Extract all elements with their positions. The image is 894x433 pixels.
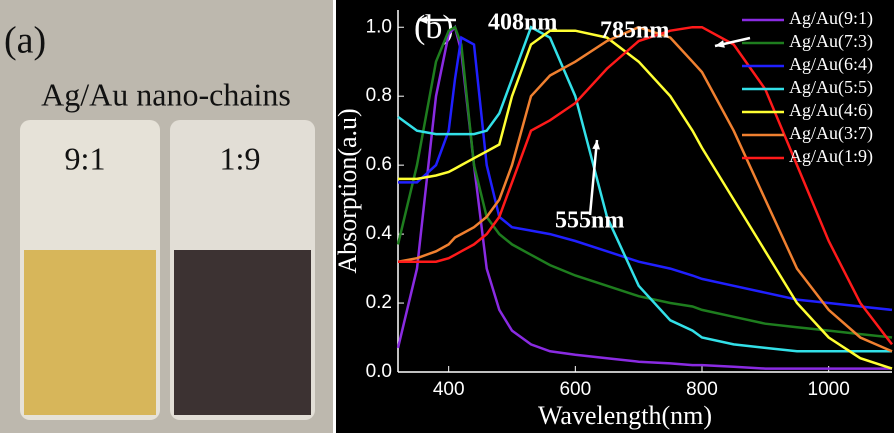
y-tick-label: 0.2 <box>366 292 392 313</box>
sample-label: 1:9 <box>220 140 261 176</box>
legend-label: Ag/Au(6:4) <box>789 54 873 75</box>
x-tick-label: 600 <box>559 379 591 400</box>
legend-label: Ag/Au(5:5) <box>789 77 873 98</box>
annotation: 408nm <box>488 10 557 36</box>
y-tick-label: 0.6 <box>366 154 392 175</box>
y-tick-label: 0.8 <box>366 85 392 106</box>
x-axis-title: Wavelength(nm) <box>538 401 712 430</box>
panel-label: (a) <box>4 20 46 62</box>
figure: (a) Ag/Au nano-chains 9:1 1:9 0.00.20.40… <box>0 0 894 433</box>
sample-label: 9:1 <box>65 140 106 176</box>
y-axis-title: Absorption(a.u) <box>333 108 362 273</box>
legend-label: Ag/Au(9:1) <box>789 8 873 29</box>
x-tick-label: 400 <box>433 379 465 400</box>
y-tick-label: 0.0 <box>366 361 392 382</box>
x-tick-label: 1000 <box>808 379 850 400</box>
legend-label: Ag/Au(4:6) <box>789 100 873 121</box>
legend-label: Ag/Au(1:9) <box>789 146 873 167</box>
panel-b: 0.0 0.2 0.4 0.6 0.8 1.0 400 600 800 1000 Wavelengt… <box>333 0 894 433</box>
solution <box>24 250 156 415</box>
legend-label: Ag/Au(3:7) <box>789 123 873 144</box>
y-tick-label: 1.0 <box>366 16 392 37</box>
photo-title: Ag/Au nano-chains <box>41 76 291 112</box>
panel-a: (a) Ag/Au nano-chains 9:1 1:9 <box>0 0 333 433</box>
y-tick-label: 0.4 <box>366 223 393 244</box>
x-tick-label: 800 <box>686 379 718 400</box>
annotation: 785nm <box>600 18 669 44</box>
legend-label: Ag/Au(7:3) <box>789 31 873 52</box>
solution <box>174 250 311 415</box>
